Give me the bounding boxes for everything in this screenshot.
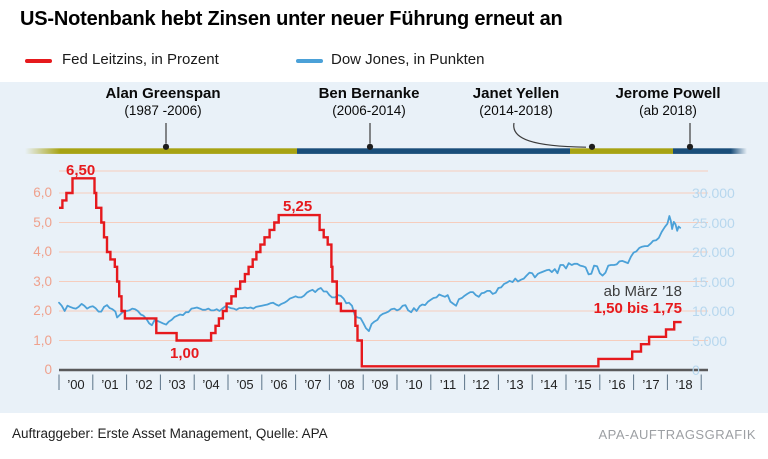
dow-legend-label: Dow Jones, in Punkten [331, 51, 485, 68]
source-note: Auftraggeber: Erste Asset Management, Qu… [12, 426, 328, 441]
x-axis-year-label: ’12 [472, 377, 490, 392]
x-axis-year-label: ’00 [67, 377, 85, 392]
x-axis-year-label: ’15 [574, 377, 592, 392]
chairman-yellen: Janet Yellen (2014-2018) [426, 86, 606, 119]
chairman-bernanke: Ben Bernanke (2006-2014) [279, 86, 459, 119]
chairman-marker-dot [162, 143, 170, 150]
chairman-term: (ab 2018) [639, 103, 697, 118]
y-right-tick-label: 20.000 [692, 244, 735, 260]
y-right-tick-label: 0 [692, 362, 700, 378]
chairman-powell: Jerome Powell (ab 2018) [578, 86, 758, 119]
fed-rate-line [59, 177, 682, 368]
dow-legend-swatch [296, 59, 323, 63]
fed-legend-swatch [25, 59, 52, 63]
x-axis-year-label: ’13 [506, 377, 524, 392]
y-left-tick-label: 3,0 [33, 274, 52, 289]
chairman-greenspan: Alan Greenspan (1987 -2006) [73, 86, 253, 119]
chairman-marker-dot [588, 143, 596, 150]
x-axis-year-label: ’02 [135, 377, 153, 392]
x-axis-year-label: ’07 [304, 377, 322, 392]
x-axis-year-label: ’05 [236, 377, 254, 392]
x-axis-year-label: ’14 [540, 377, 558, 392]
annotation-current-range: 1,50 bis 1,75 [593, 300, 682, 317]
y-left-tick-label: 1,0 [33, 333, 52, 348]
y-left-tick-label: 6,0 [33, 185, 52, 200]
chairman-name: Alan Greenspan [105, 85, 221, 102]
y-right-tick-label: 5.000 [692, 333, 728, 349]
y-right-tick-label: 25.000 [692, 215, 735, 231]
x-axis-year-label: ’03 [168, 377, 186, 392]
x-axis-year-label: ’09 [371, 377, 389, 392]
x-axis-year-label: ’17 [642, 377, 660, 392]
annotation-date: ab März ’18 [603, 283, 682, 300]
x-axis-year-label: ’11 [439, 377, 457, 392]
y-left-tick-label: 0 [44, 362, 52, 377]
chairman-name: Janet Yellen [472, 85, 560, 102]
x-axis-year-label: ’10 [405, 377, 423, 392]
chairman-marker-dot [686, 143, 694, 150]
chairman-term: (2014-2018) [479, 103, 553, 118]
x-axis-year-label: ’18 [675, 377, 693, 392]
annotation-low-2003: 1,00 [170, 345, 200, 362]
y-left-tick-label: 5,0 [33, 215, 52, 230]
credit-note: APA-AUFTRAGSGRAFIK [598, 427, 756, 442]
x-axis-year-label: ’08 [337, 377, 355, 392]
annotation-peak-2000: 6,50 [66, 162, 96, 179]
chairman-name: Ben Bernanke [318, 85, 420, 102]
x-axis-year-label: ’04 [202, 377, 220, 392]
chairman-pointer-curve [513, 122, 587, 148]
fed-legend-label: Fed Leitzins, in Prozent [62, 51, 219, 68]
x-axis-year-label: ’06 [270, 377, 288, 392]
x-axis-year-label: ’01 [101, 377, 119, 392]
chairman-marker-dot [366, 143, 374, 150]
chairman-term: (2006-2014) [332, 103, 406, 118]
annotation-peak-2006: 5,25 [283, 198, 313, 215]
y-left-tick-label: 2,0 [33, 303, 52, 318]
y-right-tick-label: 10.000 [692, 303, 735, 319]
y-left-tick-label: 4,0 [33, 244, 52, 259]
page-title: US-Notenbank hebt Zinsen unter neuer Füh… [20, 8, 563, 30]
dow-jones-line [58, 215, 682, 332]
chairman-term: (1987 -2006) [124, 103, 202, 118]
x-axis-year-label: ’16 [608, 377, 626, 392]
y-right-tick-label: 30.000 [692, 185, 735, 201]
y-right-tick-label: 15.000 [692, 274, 735, 290]
chairman-name: Jerome Powell [615, 85, 721, 102]
